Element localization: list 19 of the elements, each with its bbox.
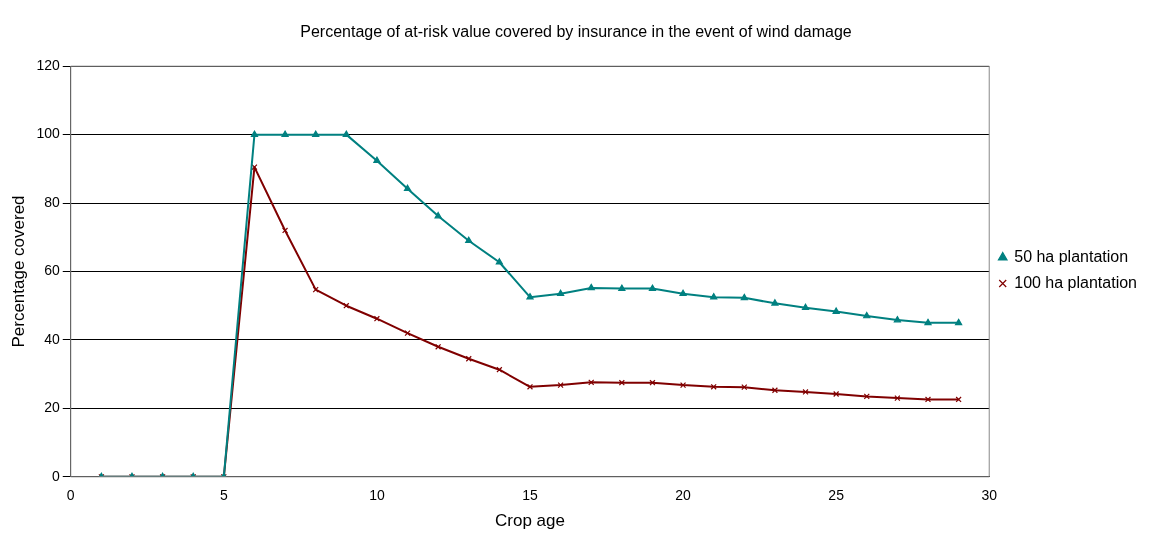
x-tick-label: 10 bbox=[369, 487, 385, 504]
y-tick-label: 20 bbox=[44, 399, 60, 416]
x-tick-label: 20 bbox=[675, 487, 692, 504]
y-tick-label: 100 bbox=[36, 125, 60, 142]
x-tick-label: 25 bbox=[828, 487, 845, 504]
y-tick-label: 0 bbox=[51, 467, 60, 484]
legend-label: 50 ha plantation bbox=[1014, 247, 1129, 265]
x-axis-title: Crop age bbox=[495, 511, 565, 531]
y-tick-label: 60 bbox=[44, 262, 60, 279]
y-tick-label: 120 bbox=[36, 57, 60, 74]
y-tick-label: 40 bbox=[44, 330, 60, 347]
chart-title: Percentage of at-risk value covered by insurance in the event of wind damage bbox=[300, 23, 852, 41]
x-tick-label: 0 bbox=[66, 487, 75, 504]
legend-label: 100 ha plantation bbox=[1014, 273, 1138, 291]
x-tick-label: 5 bbox=[219, 487, 228, 504]
x-tick-label: 30 bbox=[981, 487, 998, 504]
x-tick-label: 15 bbox=[522, 487, 538, 504]
y-tick-label: 80 bbox=[44, 193, 60, 210]
y-axis-title: Percentage covered bbox=[8, 195, 28, 348]
